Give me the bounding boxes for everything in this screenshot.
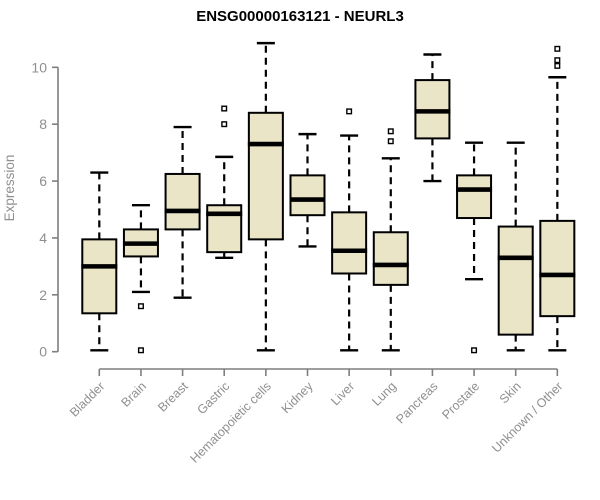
iqr-box [81, 238, 118, 315]
x-tick-label-prostate: Prostate [439, 379, 482, 422]
iqr-box [372, 231, 409, 286]
x-tick-label-pancreas: Pancreas [393, 379, 440, 426]
outlier-point [387, 128, 394, 135]
outlier-point [221, 105, 228, 112]
box-unknown-other [539, 45, 576, 352]
y-tick-label: 0 [39, 344, 47, 360]
iqr-box [289, 174, 326, 217]
box-liver [331, 108, 368, 352]
iqr-box [497, 225, 534, 336]
box-bladder [81, 171, 118, 352]
x-tick-label-lung: Lung [369, 379, 399, 409]
iqr-box [539, 219, 576, 318]
box-lung [372, 128, 409, 352]
x-tick-label-breast: Breast [155, 379, 191, 415]
x-tick-label-skin: Skin [497, 379, 524, 406]
box-prostate [456, 141, 493, 354]
outlier-point [387, 138, 394, 145]
outlier-point [137, 303, 144, 310]
outlier-point [554, 45, 561, 52]
y-tick-label: 4 [39, 230, 47, 246]
outlier-point [471, 347, 478, 354]
box-hematopoietic-cells [247, 41, 284, 352]
outlier-point [346, 108, 353, 115]
box-pancreas [414, 53, 451, 183]
x-tick-label-brain: Brain [119, 379, 150, 410]
y-tick-label: 8 [39, 116, 47, 132]
outlier-point [221, 121, 228, 128]
x-tick-label-bladder: Bladder [67, 379, 107, 419]
x-tick-label-liver: Liver [328, 379, 357, 408]
box-gastric [206, 105, 243, 260]
y-tick-label: 2 [39, 287, 47, 303]
iqr-box [456, 174, 493, 220]
chart-title: ENSG00000163121 - NEURL3 [196, 8, 404, 25]
box-breast [164, 125, 201, 299]
iqr-box [164, 172, 201, 231]
box-skin [497, 141, 534, 352]
y-tick-label: 6 [39, 173, 47, 189]
boxes-layer [81, 41, 576, 354]
box-brain [122, 204, 159, 354]
y-axis: 0 2 4 6 8 10 [31, 59, 59, 360]
y-axis-label: Expression [2, 155, 17, 222]
box-kidney [289, 132, 326, 248]
iqr-box [247, 111, 284, 241]
x-tick-label-gastric: Gastric [194, 379, 232, 417]
x-tick-label-hematopoietic-cells: Hematopoietic cells [187, 379, 274, 466]
iqr-box [331, 211, 368, 275]
y-tick-label: 10 [31, 59, 47, 75]
x-tick-label-unknown-other: Unknown / Other [489, 379, 565, 455]
outlier-point [554, 62, 561, 69]
outlier-point [554, 57, 561, 64]
x-tick-label-kidney: Kidney [279, 379, 316, 416]
outlier-point [137, 347, 144, 354]
